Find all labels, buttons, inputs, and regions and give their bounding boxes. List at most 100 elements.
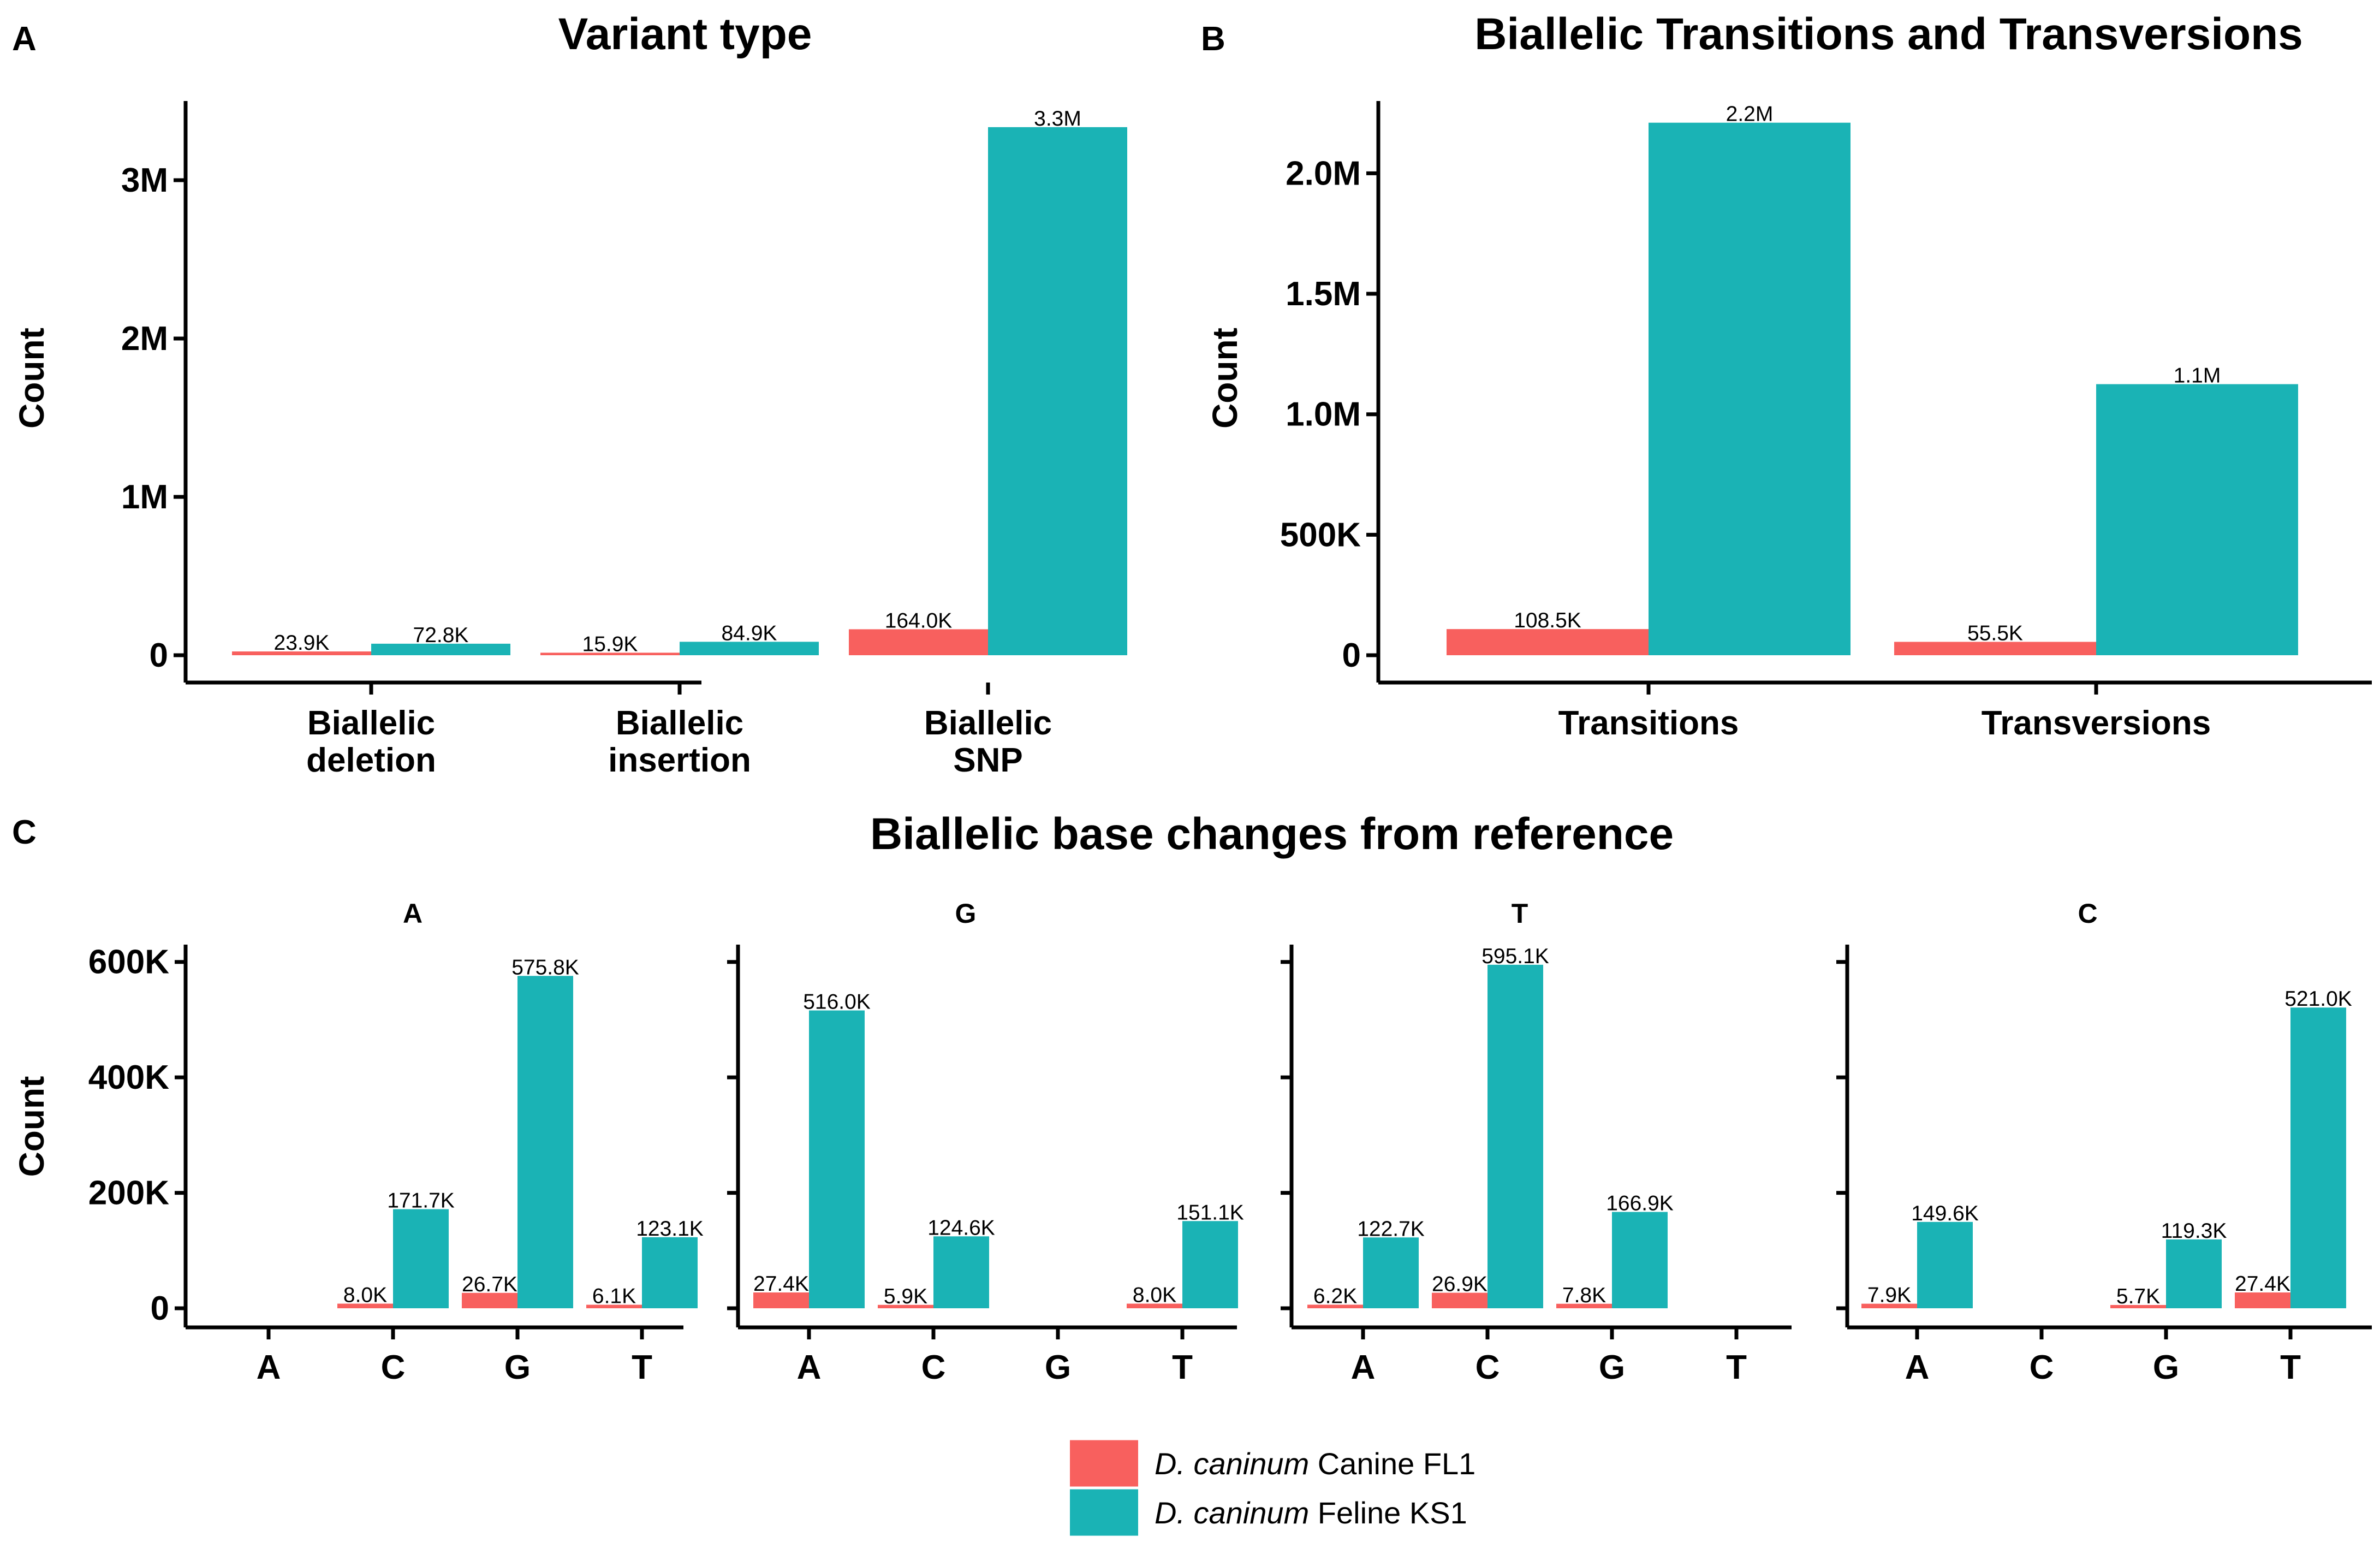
facet-g-bar xyxy=(809,1010,865,1308)
legend-isolate: Feline KS1 xyxy=(1309,1496,1467,1530)
facet-t-strip-label: T xyxy=(1512,898,1528,929)
facet-a-bar xyxy=(642,1237,698,1308)
facet-g-value-label: 516.0K xyxy=(803,990,871,1014)
facet-g-value-label: 151.1K xyxy=(1176,1201,1244,1224)
panel-c-y-axis-title: Count xyxy=(12,1076,51,1177)
panel-a-value-label: 164.0K xyxy=(885,609,953,632)
legend-swatch-canine xyxy=(1070,1440,1138,1487)
panel-c-panel-letter: C xyxy=(12,814,37,851)
facet-g-x-tick-label: G xyxy=(1045,1349,1071,1386)
panel-b-bar xyxy=(2096,384,2298,655)
panel-b-y-tick-label: 1.5M xyxy=(1286,275,1361,313)
facet-c-bar xyxy=(2166,1239,2222,1308)
facet-t-value-label: 166.9K xyxy=(1606,1192,1674,1215)
panel-b-y-tick-label: 1.0M xyxy=(1286,396,1361,434)
legend-swatch-feline xyxy=(1070,1489,1138,1536)
facet-a-bar xyxy=(337,1303,393,1308)
facet-c-value-label: 149.6K xyxy=(1911,1202,1979,1225)
panel-c-y-tick-label: 200K xyxy=(88,1174,169,1212)
panel-b: B Biallelic Transitions and Transversions… xyxy=(1201,9,2372,742)
facet-c-value-label: 5.7K xyxy=(2116,1285,2160,1308)
panel-b-title: Biallelic Transitions and Transversions xyxy=(1474,9,2303,59)
facet-t-x-tick-label: A xyxy=(1351,1349,1376,1386)
facet-t-value-label: 595.1K xyxy=(1481,945,1549,968)
panel-b-y-tick-label: 500K xyxy=(1280,516,1361,554)
panel-b-bar xyxy=(1447,629,1649,655)
panel-a-bar xyxy=(540,652,680,655)
facet-t-bar xyxy=(1487,964,1543,1308)
facet-c-value-label: 119.3K xyxy=(2161,1219,2227,1243)
facet-t-value-label: 6.2K xyxy=(1313,1284,1357,1308)
panel-c-title: Biallelic base changes from reference xyxy=(870,809,1674,859)
legend-label-feline: D. caninum Feline KS1 xyxy=(1155,1496,1467,1530)
panel-c-y-tick-label: 600K xyxy=(88,944,169,981)
panel-a-x-tick-label: Biallelic xyxy=(924,704,1052,742)
panel-b-y-axis-title: Count xyxy=(1205,328,1245,429)
facet-c-bar xyxy=(1861,1303,1917,1308)
panel-a: A Variant type 0 1M 2M 3M Count 23.9K 72.8K Biall… xyxy=(12,9,1127,779)
panel-a-x-tick-label: Biallelic xyxy=(307,704,435,742)
panel-a-x-tick-label: Biallelic xyxy=(616,704,743,742)
panel-a-bar xyxy=(988,127,1127,656)
facet-c-bar xyxy=(1917,1221,1973,1308)
facet-g-value-label: 124.6K xyxy=(927,1216,995,1239)
facet-t-bar xyxy=(1556,1303,1612,1308)
facet-a-value-label: 575.8K xyxy=(511,956,579,979)
panel-a-x-tick-label: insertion xyxy=(608,742,751,779)
facet-t-bar xyxy=(1307,1304,1363,1308)
facet-g-value-label: 8.0K xyxy=(1133,1284,1176,1307)
facet-g-x-tick-label: A xyxy=(797,1349,822,1386)
panel-b-value-label: 1.1M xyxy=(2174,364,2221,388)
facet-a-bar xyxy=(517,976,573,1308)
panel-b-y-tick-label: 0 xyxy=(1342,637,1361,674)
facet-a-bar xyxy=(586,1304,642,1308)
panel-a-bar xyxy=(680,642,819,655)
panel-a-value-label: 23.9K xyxy=(274,631,330,655)
panel-a-x-tick-label: SNP xyxy=(953,742,1022,779)
facet-a-value-label: 123.1K xyxy=(636,1217,704,1241)
facet-g-bar xyxy=(1127,1303,1182,1308)
facet-c-x-tick-label: G xyxy=(2153,1349,2179,1386)
facet-c-value-label: 27.4K xyxy=(2235,1272,2290,1296)
facet-g-bar xyxy=(933,1236,989,1308)
facet-a-value-label: 171.7K xyxy=(387,1189,455,1212)
panel-b-panel-letter: B xyxy=(1201,20,1225,58)
panel-a-value-label: 15.9K xyxy=(582,632,638,656)
panel-b-x-tick-label: Transitions xyxy=(1558,704,1739,742)
facet-c-bar xyxy=(2290,1007,2346,1308)
panel-a-panel-letter: A xyxy=(12,20,37,58)
legend-species: D. caninum xyxy=(1155,1446,1309,1481)
facet-g-bar xyxy=(1182,1221,1238,1308)
facet-c-bar xyxy=(2235,1292,2290,1308)
panel-b-y-tick-label: 2.0M xyxy=(1286,155,1361,192)
panel-a-x-tick-label: deletion xyxy=(306,742,436,779)
panel-c-y-tick-label: 0 xyxy=(151,1290,169,1327)
facet-c-x-tick-label: A xyxy=(1905,1349,1930,1386)
panel-a-value-label: 84.9K xyxy=(722,621,777,645)
panel-b-value-label: 2.2M xyxy=(1726,103,1774,126)
legend-species: D. caninum xyxy=(1155,1496,1309,1530)
facet-a-x-tick-label: T xyxy=(632,1349,652,1386)
facet-g-value-label: 5.9K xyxy=(884,1285,927,1308)
panel-a-value-label: 72.8K xyxy=(413,624,469,647)
legend-isolate: Canine FL1 xyxy=(1309,1446,1475,1481)
panel-a-value-label: 3.3M xyxy=(1034,107,1081,130)
facet-c-x-tick-label: C xyxy=(2030,1349,2054,1386)
facet-g-value-label: 27.4K xyxy=(753,1272,809,1296)
facet-a-strip-label: A xyxy=(403,898,423,929)
panel-a-y-tick-label: 0 xyxy=(150,637,168,674)
facet-g-x-tick-label: T xyxy=(1172,1349,1193,1386)
panel-c-y-tick-label: 400K xyxy=(88,1059,169,1096)
facet-a-bar xyxy=(393,1209,449,1308)
facet-t-value-label: 7.8K xyxy=(1562,1284,1606,1307)
panel-a-bar xyxy=(849,629,988,655)
facet-g-bar xyxy=(878,1304,933,1308)
panel-a-title: Variant type xyxy=(558,9,812,59)
facet-g-strip-label: G xyxy=(955,898,977,929)
facet-t-value-label: 122.7K xyxy=(1357,1217,1425,1241)
facet-g-bar xyxy=(753,1292,809,1308)
facet-c-x-tick-label: T xyxy=(2280,1349,2301,1386)
facet-a-value-label: 8.0K xyxy=(343,1284,387,1307)
panel-b-x-tick-label: Transversions xyxy=(1982,704,2211,742)
